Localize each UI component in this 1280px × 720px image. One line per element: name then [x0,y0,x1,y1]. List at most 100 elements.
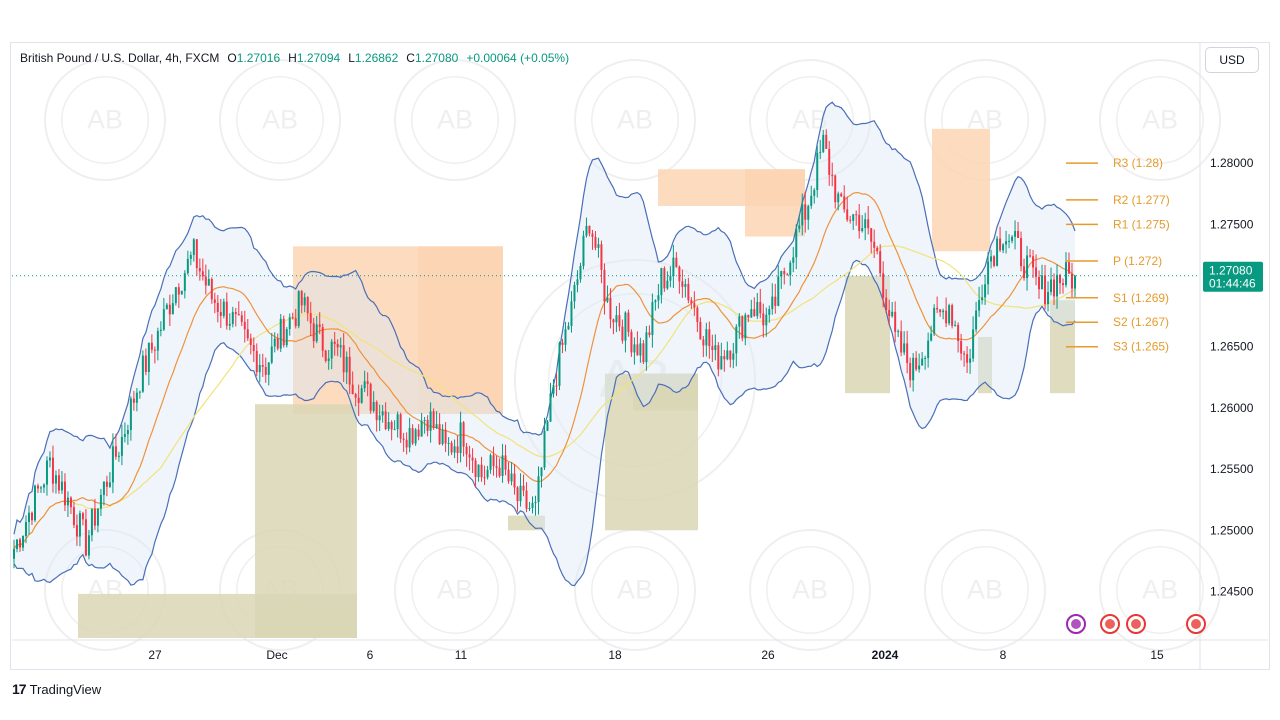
candle [252,337,255,362]
chart-frame [10,42,1270,670]
candle [690,297,693,309]
supply-zone [745,169,805,237]
candle-body [162,309,165,330]
candle [759,288,762,319]
candle-body [834,175,837,203]
candle [729,350,732,368]
candle-body [135,392,138,403]
watermark-stamp: AB [1099,59,1221,181]
candle-body [786,274,789,276]
candle [1026,245,1029,291]
candle [48,451,51,468]
candle-body [780,271,783,277]
pivot-label: S1 (1.269) [1113,291,1169,305]
candle [537,466,540,515]
candle-body [855,214,858,216]
candle [153,346,156,364]
candle-body [336,344,339,348]
candle-body [438,424,441,445]
candle [732,342,735,369]
candle [990,249,993,269]
candle [456,435,459,464]
candle [174,286,177,306]
tradingview-logo[interactable]: 17 TradingView [12,681,101,697]
candle [858,203,861,239]
candle [1056,264,1059,309]
candle [75,514,78,546]
candle [27,505,30,535]
currency-button[interactable]: USD [1205,47,1259,73]
watermark-ring [574,59,696,181]
candle [114,433,117,460]
candle [1044,265,1047,310]
candle [378,404,381,431]
event-icons[interactable] [1066,614,1206,634]
candle-body [1065,262,1068,286]
candle-body [702,339,705,346]
candle [420,412,423,437]
candle [708,321,711,359]
open-value: 1.27016 [236,51,281,65]
candle-body [108,482,111,487]
candle-body [18,539,21,548]
candle [1050,267,1053,296]
candle-body [1062,283,1065,286]
candle [711,334,714,362]
candle [648,325,651,338]
candle [663,266,666,292]
symbol-title[interactable]: British Pound / U.S. Dollar, 4h, FXCM [20,51,220,65]
candle [804,191,807,233]
candle [225,292,228,330]
candle [282,315,285,348]
candle [927,332,930,368]
candle-body [762,313,765,326]
candle-body [291,317,294,319]
candle-body [870,228,873,242]
price-tick-label: 1.25000 [1210,523,1254,537]
demand-zone [633,373,698,411]
watermark-ring [1099,529,1221,651]
candle [1059,273,1062,295]
candle [948,303,951,326]
candle [159,321,162,337]
candle [630,329,633,357]
candle-body [168,304,171,315]
watermark-stamp: AB [574,529,696,651]
candle [996,236,999,267]
candle-body [849,219,852,221]
candle [351,371,354,395]
candle-body [126,429,129,435]
time-axis[interactable]: 27 Dec 6 11 18 26 2024 8 15 [12,43,1268,669]
candle-body [1053,279,1056,297]
candle-body [627,312,630,332]
candle-body [1056,274,1059,297]
candle-body [1026,255,1029,279]
candle [306,296,309,322]
candle [462,421,465,457]
candle-body [36,485,39,489]
candle-body [363,381,366,389]
candle-body [603,269,606,302]
candle [375,400,378,432]
price-axis[interactable]: 1.24500 1.25000 1.25500 1.26000 1.26500 1.270… [1203,156,1263,598]
candle [558,341,561,391]
candle [492,446,495,476]
candle-body [198,268,201,272]
candle-body [729,350,732,360]
candle-body [93,508,96,526]
last-price-tag [1203,261,1263,292]
candle-layer [12,129,1200,569]
candle [519,473,522,507]
candle-body [564,329,567,345]
candle-body [378,415,381,421]
candle-body [42,484,45,488]
candle-body [507,469,510,482]
candle-body [618,315,621,327]
candle [879,244,882,277]
price-tick-label: 1.25500 [1210,462,1254,476]
candle-body [474,460,477,478]
watermark-ring [749,529,871,651]
candle-body [666,280,669,289]
candle [465,442,468,467]
